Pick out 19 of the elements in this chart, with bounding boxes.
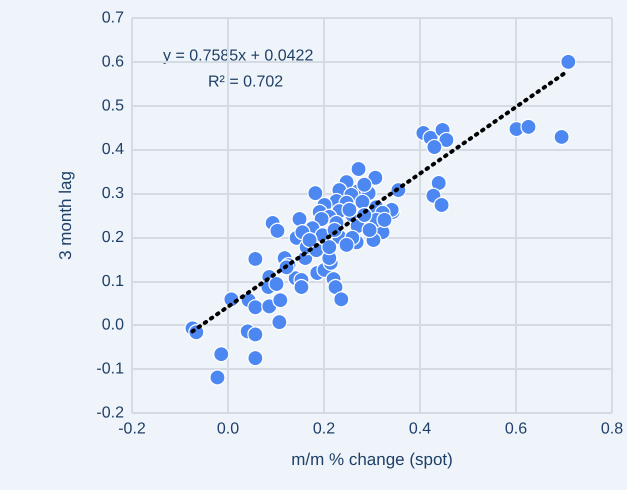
y-tick-label: 0.2 <box>102 228 124 246</box>
x-tick-label: 0.4 <box>408 420 432 438</box>
annotation: R² = 0.702 <box>208 74 284 90</box>
y-tick-label: 0.1 <box>102 272 124 290</box>
y-tick-label: 0.5 <box>102 97 124 114</box>
y-axis-title: 3 month lag <box>56 171 75 260</box>
y-tick-label: 0.4 <box>102 141 124 158</box>
y-tick-label: 0.3 <box>102 185 124 202</box>
x-tick-label: 0.8 <box>600 420 624 438</box>
y-tick-label: -0.1 <box>96 360 124 378</box>
x-axis-title: m/m % change (spot) <box>291 450 453 469</box>
x-tick-label: -0.2 <box>118 420 146 438</box>
x-tick-label: 0.6 <box>504 420 528 438</box>
y-tick-label: 0.0 <box>102 316 124 334</box>
x-tick-label: 0.0 <box>216 420 240 438</box>
y-tick-label: 0.7 <box>102 10 124 26</box>
y-tick-label: -0.2 <box>96 404 124 422</box>
x-tick-label: 0.2 <box>312 420 336 438</box>
y-tick-label: 0.6 <box>102 53 124 70</box>
